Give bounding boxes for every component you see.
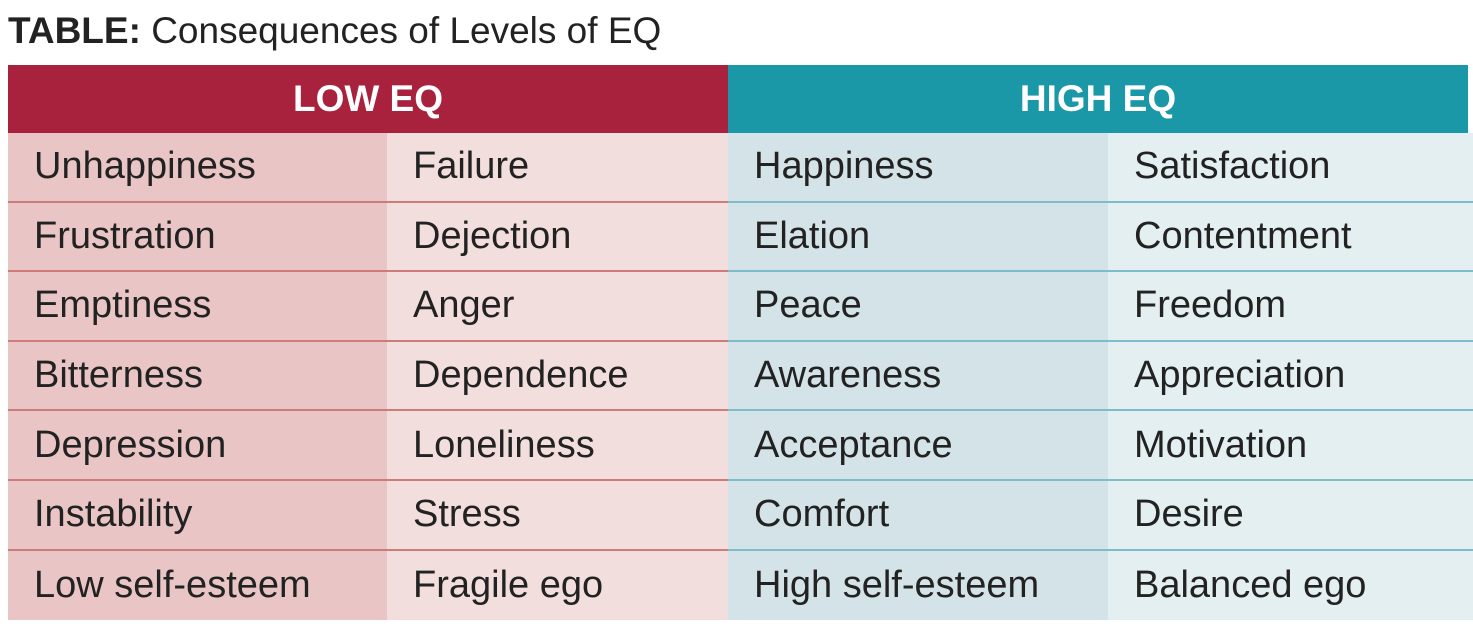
table-cell: Unhappiness xyxy=(8,133,413,203)
table-cell: Balanced ego xyxy=(1108,550,1473,621)
table-cell: Satisfaction xyxy=(1108,133,1473,203)
table-cell: Motivation xyxy=(1108,411,1473,481)
title-text: Consequences of Levels of EQ xyxy=(151,10,662,51)
table-cell: Happiness xyxy=(728,133,1134,203)
column-header: LOW EQ xyxy=(8,65,728,133)
table-cell: High self-esteem xyxy=(728,550,1134,621)
table-cell: Bitterness xyxy=(8,341,413,412)
table-title: TABLE: Consequences of Levels of EQ xyxy=(8,10,661,52)
table-cell: Fragile ego xyxy=(387,550,754,621)
table-cell: Peace xyxy=(728,272,1134,342)
table-cell: Frustration xyxy=(8,202,413,273)
column-header: HIGH EQ xyxy=(728,65,1468,133)
table-cell: Dependence xyxy=(387,341,754,412)
table-cell: Low self-esteem xyxy=(8,550,413,621)
table-cell: Freedom xyxy=(1108,272,1473,342)
table-cell: Contentment xyxy=(1108,202,1473,273)
table-cell: Loneliness xyxy=(387,411,754,481)
table-cell: Elation xyxy=(728,202,1134,273)
table-cell: Stress xyxy=(387,481,754,551)
title-label: TABLE: xyxy=(8,10,141,51)
table-cell: Anger xyxy=(387,272,754,342)
table-cell: Comfort xyxy=(728,481,1134,551)
table-cell: Dejection xyxy=(387,202,754,273)
table-cell: Appreciation xyxy=(1108,341,1473,412)
table-cell: Awareness xyxy=(728,341,1134,412)
table-cell: Desire xyxy=(1108,481,1473,551)
table-cell: Instability xyxy=(8,481,413,551)
table-cell: Failure xyxy=(387,133,754,203)
table-cell: Acceptance xyxy=(728,411,1134,481)
table-cell: Depression xyxy=(8,411,413,481)
table-cell: Emptiness xyxy=(8,272,413,342)
